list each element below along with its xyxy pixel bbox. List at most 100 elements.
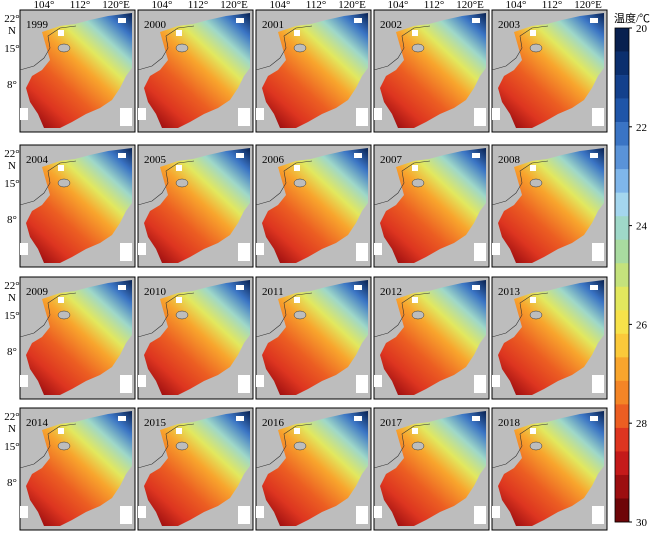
no-data-patch bbox=[20, 243, 28, 255]
no-data-patch bbox=[590, 416, 598, 421]
map-panel: 2010 bbox=[137, 276, 254, 400]
no-data-patch bbox=[474, 375, 486, 393]
no-data-patch bbox=[118, 416, 126, 421]
no-data-patch bbox=[474, 108, 486, 126]
no-data-patch bbox=[530, 297, 536, 303]
colorbar-swatch bbox=[615, 51, 629, 76]
no-data-patch bbox=[176, 165, 182, 171]
colorbar-swatch bbox=[615, 122, 629, 146]
longitude-label: 104° bbox=[152, 0, 173, 11]
latitude-label: N bbox=[8, 160, 16, 172]
no-data-patch bbox=[58, 428, 64, 434]
coastline bbox=[19, 160, 77, 206]
longitude-label: 104° bbox=[270, 0, 291, 11]
no-data-patch bbox=[20, 506, 28, 518]
map-panel: 2016 bbox=[255, 407, 372, 531]
colorbar-swatch bbox=[615, 333, 629, 358]
sea-temperature-field bbox=[380, 148, 486, 263]
map-panel: 2004 bbox=[19, 144, 136, 268]
no-data-patch bbox=[138, 506, 146, 518]
hainan-island bbox=[175, 43, 189, 53]
no-data-patch bbox=[374, 243, 382, 255]
no-data-patch bbox=[474, 243, 486, 261]
sea-temperature-field bbox=[26, 13, 132, 128]
hainan-island bbox=[57, 178, 71, 188]
no-data-patch bbox=[412, 30, 418, 36]
latitude-label: 22° bbox=[4, 13, 19, 25]
no-data-patch bbox=[354, 416, 362, 421]
no-data-patch bbox=[356, 108, 368, 126]
year-label: 2011 bbox=[262, 286, 284, 298]
no-data-patch bbox=[590, 153, 598, 158]
map-panel: 2014 bbox=[19, 407, 136, 531]
latitude-label: 15° bbox=[4, 43, 19, 55]
no-data-patch bbox=[590, 18, 598, 23]
hainan-island bbox=[175, 178, 189, 188]
year-label: 2001 bbox=[262, 19, 284, 31]
no-data-patch bbox=[412, 297, 418, 303]
sea-temperature-field bbox=[380, 280, 486, 395]
no-data-patch bbox=[238, 375, 250, 393]
no-data-patch bbox=[256, 108, 264, 120]
no-data-patch bbox=[592, 375, 604, 393]
latitude-label: 8° bbox=[7, 346, 17, 358]
hainan-island bbox=[529, 43, 543, 53]
coastline bbox=[373, 25, 431, 71]
latitude-label: 22° bbox=[4, 280, 19, 292]
no-data-patch bbox=[492, 375, 500, 387]
no-data-patch bbox=[294, 165, 300, 171]
year-label: 2013 bbox=[498, 286, 521, 298]
no-data-patch bbox=[120, 375, 132, 393]
hainan-island bbox=[293, 178, 307, 188]
year-label: 2018 bbox=[498, 417, 521, 429]
no-data-patch bbox=[474, 506, 486, 524]
colorbar-tick-label: 22 bbox=[636, 122, 647, 134]
sea-temperature-field bbox=[262, 148, 368, 263]
latitude-label: 15° bbox=[4, 310, 19, 322]
map-panel: 2018 bbox=[491, 407, 608, 531]
hainan-island bbox=[293, 310, 307, 320]
sea-temperature-field bbox=[262, 13, 368, 128]
no-data-patch bbox=[238, 506, 250, 524]
coastline bbox=[137, 25, 195, 71]
hainan-island bbox=[529, 310, 543, 320]
map-panel: 1999 bbox=[19, 9, 136, 133]
map-panel: 2003 bbox=[491, 9, 608, 133]
year-label: 2004 bbox=[26, 154, 49, 166]
year-label: 2005 bbox=[144, 154, 167, 166]
coastline bbox=[373, 160, 431, 206]
sea-temperature-field bbox=[380, 13, 486, 128]
colorbar-frame bbox=[614, 27, 630, 523]
longitude-label: 112° bbox=[70, 0, 91, 11]
latitude-label: N bbox=[8, 423, 16, 435]
colorbar-swatch bbox=[615, 75, 629, 99]
no-data-patch bbox=[530, 30, 536, 36]
no-data-patch bbox=[256, 375, 264, 387]
no-data-patch bbox=[176, 428, 182, 434]
year-label: 2007 bbox=[380, 154, 403, 166]
map-panel: 2011 bbox=[255, 276, 372, 400]
hainan-island bbox=[57, 441, 71, 451]
map-panel: 2012 bbox=[373, 276, 490, 400]
hainan-island bbox=[411, 441, 425, 451]
coastline bbox=[255, 25, 313, 71]
colorbar-swatch bbox=[615, 263, 629, 288]
no-data-patch bbox=[58, 30, 64, 36]
no-data-patch bbox=[236, 153, 244, 158]
longitude-label: 104° bbox=[388, 0, 409, 11]
hainan-island bbox=[529, 441, 543, 451]
hainan-island bbox=[411, 310, 425, 320]
no-data-patch bbox=[120, 243, 132, 261]
longitude-label: 104° bbox=[506, 0, 527, 11]
map-panel: 2005 bbox=[137, 144, 254, 268]
colorbar-tick-label: 30 bbox=[636, 517, 648, 529]
year-label: 2006 bbox=[262, 154, 285, 166]
no-data-patch bbox=[120, 108, 132, 126]
longitude-label: 120°E bbox=[456, 0, 484, 11]
latitude-label: 8° bbox=[7, 477, 17, 489]
no-data-patch bbox=[472, 416, 480, 421]
no-data-patch bbox=[472, 285, 480, 290]
sea-temperature-field bbox=[144, 280, 250, 395]
coastline bbox=[491, 25, 549, 71]
coastline bbox=[255, 160, 313, 206]
